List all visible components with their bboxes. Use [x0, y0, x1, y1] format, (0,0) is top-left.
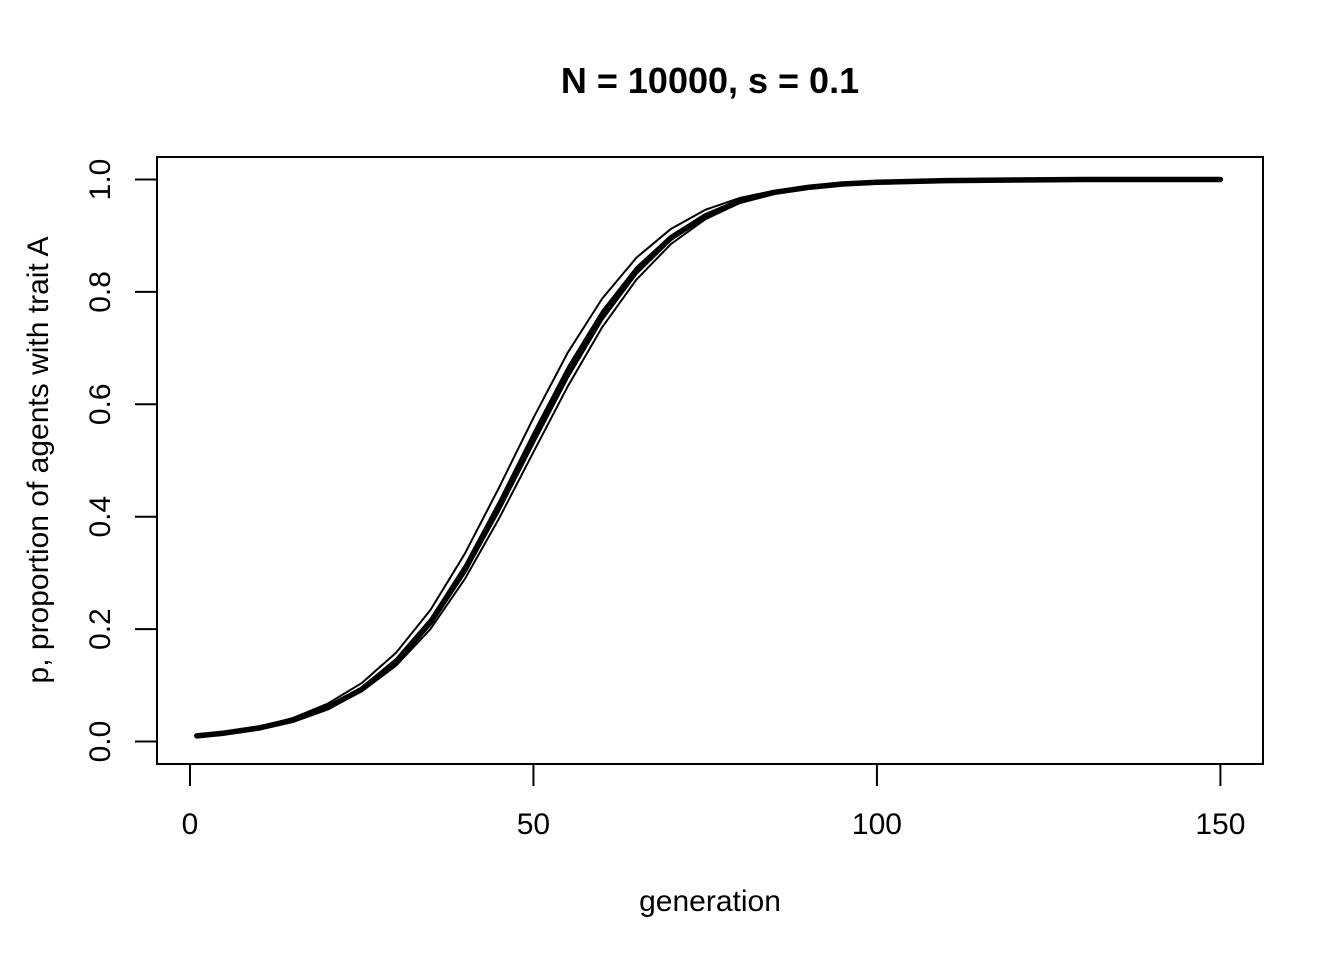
series-line-2 [195, 178, 1222, 737]
series-line-1 [195, 178, 1222, 737]
x-tick-label: 50 [517, 808, 550, 841]
y-tick-label: 0.6 [84, 383, 117, 425]
y-tick-label: 1.0 [84, 159, 117, 201]
series-line-4 [195, 178, 1222, 737]
plot-frame [156, 156, 1264, 765]
x-axis: 0 50 100 150 [182, 763, 1245, 841]
series-line-3 [195, 178, 1222, 737]
y-tick-label: 0.0 [84, 721, 117, 763]
series-layer [194, 176, 1224, 739]
x-tick-label: 0 [182, 808, 199, 841]
series-line-5 [194, 176, 1224, 739]
x-tick-label: 100 [852, 808, 902, 841]
chart-title: N = 10000, s = 0.1 [561, 60, 859, 101]
x-axis-label: generation [639, 885, 781, 918]
y-axis-label: p, proportion of agents with trait A [22, 237, 55, 684]
y-axis: 0.0 0.2 0.4 0.6 0.8 1.0 [84, 159, 158, 763]
y-tick-label: 0.4 [84, 496, 117, 538]
y-tick-label: 0.2 [84, 608, 117, 650]
y-tick-label: 0.8 [84, 271, 117, 313]
x-tick-label: 150 [1195, 808, 1245, 841]
